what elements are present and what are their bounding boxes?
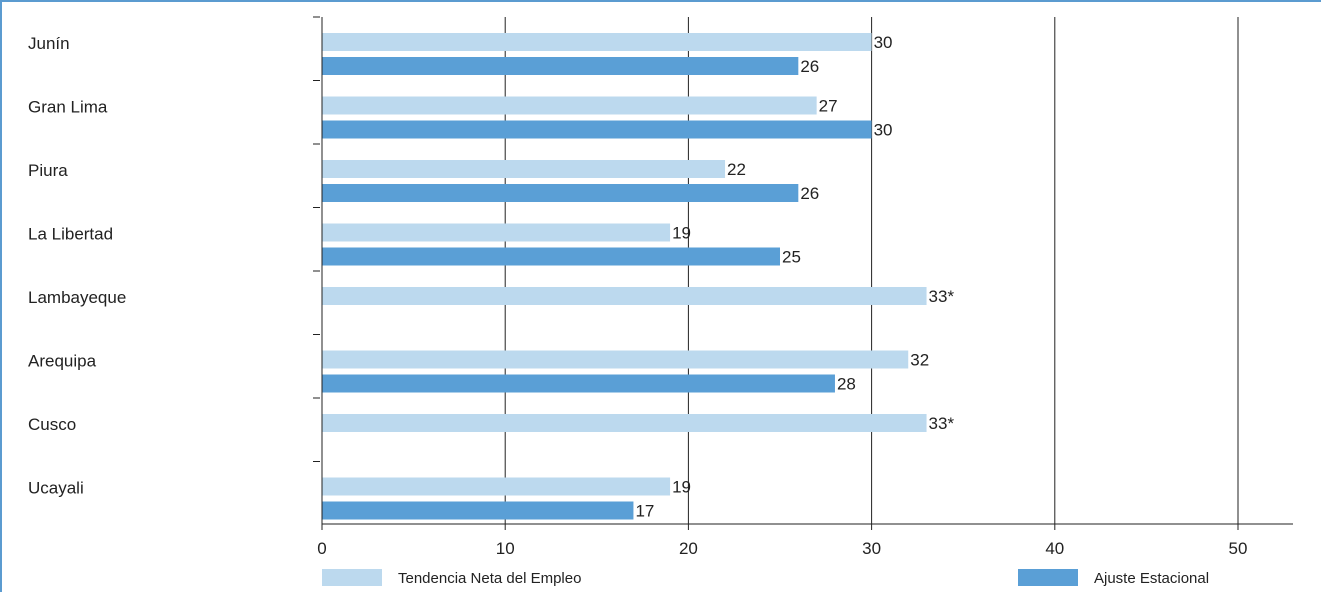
bar-tendencia [322,33,872,51]
bar-ajuste [322,184,799,202]
category-label: Ucayali [28,479,84,498]
bar-tendencia [322,350,909,369]
bar-ajuste [322,501,634,520]
category-label: La Libertad [28,225,113,244]
value-label: 28 [837,375,856,394]
bar-ajuste [322,120,872,139]
legend-label-tendencia: Tendencia Neta del Empleo [398,570,581,587]
value-label: 30 [874,121,893,140]
value-label: 32 [910,351,929,370]
x-tick-label: 10 [496,539,515,558]
x-tick-label: 50 [1229,539,1248,558]
value-label: 19 [672,478,691,497]
value-label: 27 [819,97,838,116]
value-label: 33* [929,414,955,433]
value-label: 33* [929,287,955,306]
bar-tendencia [322,477,671,496]
category-label: Arequipa [28,352,97,371]
bar-ajuste [322,57,799,75]
bar-tendencia [322,287,927,305]
value-label: 19 [672,224,691,243]
x-tick-label: 30 [862,539,881,558]
x-tick-label: 20 [679,539,698,558]
value-label: 25 [782,248,801,267]
value-label: 26 [800,184,819,203]
value-label: 26 [800,57,819,76]
bar-tendencia [322,223,671,242]
category-label: Piura [28,161,68,180]
bar-ajuste [322,247,780,266]
value-label: 17 [635,502,654,521]
bar-tendencia [322,96,817,115]
bar-tendencia [322,160,726,178]
legend-label-ajuste: Ajuste Estacional [1094,570,1209,587]
value-label: 22 [727,160,746,179]
bar-ajuste [322,374,835,393]
category-label: Cusco [28,415,76,434]
category-label: Lambayeque [28,288,126,307]
bar-tendencia [322,414,927,432]
category-label: Junín [28,34,70,53]
category-label: Gran Lima [28,98,108,117]
legend-swatch-tendencia [322,569,382,586]
legend-swatch-ajuste [1018,569,1078,586]
x-tick-label: 40 [1045,539,1064,558]
value-label: 30 [874,33,893,52]
x-tick-label: 0 [317,539,326,558]
